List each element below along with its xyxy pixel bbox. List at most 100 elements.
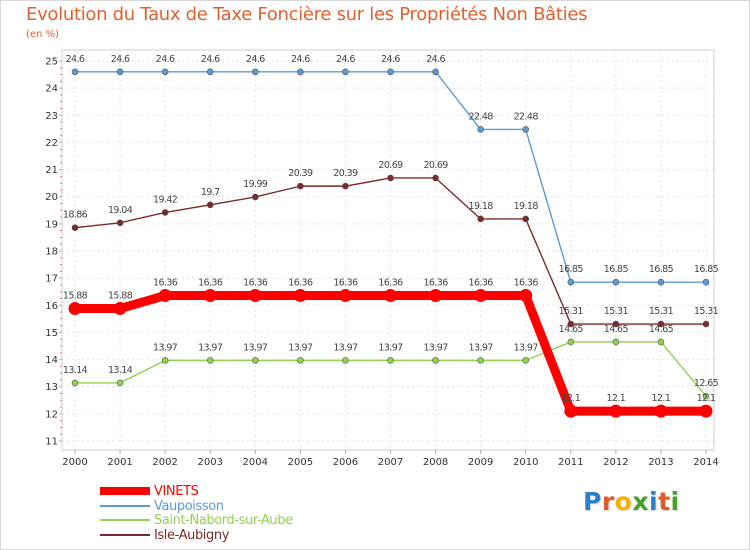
x-tick-label: 2005 — [288, 457, 313, 468]
data-label-saint-nabord-sur-aube: 13.97 — [514, 342, 539, 353]
data-point-saint-nabord-sur-aube — [432, 357, 439, 364]
data-label-isle-aubigny: 19.04 — [108, 205, 133, 216]
x-tick-label: 2009 — [468, 457, 493, 468]
data-point-saint-nabord-sur-aube — [702, 392, 710, 400]
data-point-vaupoisson — [161, 68, 169, 76]
legend-label: Isle-Aubigny — [154, 527, 230, 543]
y-tick-label: 22 — [45, 138, 58, 149]
data-label-isle-aubigny: 15.31 — [604, 306, 629, 317]
chart-title: Evolution du Taux de Taxe Foncière sur l… — [26, 4, 588, 25]
data-point-saint-nabord-sur-aube — [522, 357, 530, 364]
data-point-vinets — [384, 289, 397, 303]
data-label-isle-aubigny: 19.18 — [469, 201, 494, 212]
data-label-isle-aubigny: 19.99 — [243, 179, 268, 190]
data-label-saint-nabord-sur-aube: 14.65 — [559, 324, 584, 335]
data-label-vinets: 16.36 — [243, 278, 268, 289]
data-point-saint-nabord-sur-aube — [342, 357, 349, 364]
data-point-vinets — [474, 289, 488, 303]
data-point-vaupoisson — [432, 68, 439, 76]
data-point-vinets — [699, 404, 713, 418]
data-point-saint-nabord-sur-aube — [477, 357, 484, 364]
x-tick-label: 2000 — [62, 457, 87, 468]
data-label-vinets: 12.1 — [606, 393, 625, 404]
y-tick-label: 25 — [45, 57, 58, 68]
data-label-isle-aubigny: 15.31 — [559, 306, 584, 317]
data-label-vaupoisson: 24.6 — [381, 54, 400, 65]
data-label-saint-nabord-sur-aube: 14.65 — [649, 324, 674, 335]
data-label-saint-nabord-sur-aube: 13.97 — [423, 342, 448, 353]
brand-logo: Proxiti — [583, 487, 680, 516]
data-label-saint-nabord-sur-aube: 14.65 — [604, 324, 629, 335]
legend-swatch — [100, 533, 150, 536]
data-label-saint-nabord-sur-aube: 13.97 — [288, 342, 313, 353]
data-point-isle-aubigny — [206, 201, 214, 209]
data-label-vinets: 16.36 — [469, 278, 494, 289]
data-label-vaupoisson: 24.6 — [201, 54, 220, 65]
data-point-saint-nabord-sur-aube — [567, 338, 575, 346]
data-label-saint-nabord-sur-aube: 13.14 — [108, 365, 133, 376]
legend-label: Saint-Nabord-sur-Aube — [154, 513, 293, 528]
data-point-vinets — [68, 302, 82, 316]
data-point-isle-aubigny — [567, 320, 575, 328]
data-label-vinets: 16.36 — [423, 278, 448, 289]
y-tick-label: 18 — [45, 247, 58, 258]
data-point-vinets — [158, 289, 172, 303]
data-label-isle-aubigny: 20.39 — [333, 168, 358, 179]
legend-label: Vaupoisson — [154, 498, 224, 514]
x-tick-label: 2006 — [333, 457, 358, 468]
brand-letter: i — [670, 487, 680, 516]
data-point-isle-aubigny — [161, 209, 169, 216]
y-tick-label: 15 — [45, 328, 58, 339]
legend-swatch — [100, 504, 150, 507]
data-label-vaupoisson: 16.85 — [559, 264, 584, 275]
data-point-vaupoisson — [116, 68, 124, 76]
data-point-vinets — [429, 289, 443, 303]
data-label-vaupoisson: 24.6 — [336, 54, 355, 65]
y-tick-label: 11 — [45, 437, 58, 448]
data-point-vinets — [113, 302, 127, 316]
data-point-vaupoisson — [342, 68, 349, 76]
data-point-isle-aubigny — [612, 320, 620, 328]
data-label-saint-nabord-sur-aube: 13.97 — [378, 342, 403, 353]
y-tick-label: 17 — [45, 274, 58, 285]
data-point-isle-aubigny — [522, 215, 530, 223]
data-label-vinets: 16.36 — [378, 278, 403, 289]
data-label-isle-aubigny: 19.42 — [153, 194, 178, 205]
brand-letter: x — [632, 487, 649, 516]
data-label-vinets: 15.88 — [108, 291, 133, 302]
y-unit-label: (en %) — [26, 29, 59, 40]
y-tick-label: 14 — [45, 355, 58, 366]
data-label-isle-aubigny: 19.18 — [514, 201, 539, 212]
data-label-isle-aubigny: 19.7 — [201, 187, 220, 198]
data-label-isle-aubigny: 15.31 — [694, 306, 719, 317]
y-tick-label: 19 — [45, 219, 58, 230]
data-point-vaupoisson — [251, 68, 259, 76]
data-label-saint-nabord-sur-aube: 13.97 — [153, 342, 178, 353]
legend-swatch — [100, 487, 150, 496]
data-label-vinets: 12.1 — [697, 393, 716, 404]
data-point-vaupoisson — [567, 278, 575, 286]
data-label-vinets: 16.36 — [333, 278, 358, 289]
data-label-vinets: 15.88 — [63, 291, 88, 302]
data-point-isle-aubigny — [342, 182, 349, 190]
data-label-vinets: 16.36 — [288, 278, 313, 289]
x-tick-label: 2002 — [152, 457, 177, 468]
data-point-vinets — [564, 404, 578, 418]
brand-letter: P — [583, 487, 602, 516]
data-label-vinets: 16.36 — [198, 278, 223, 289]
data-label-vaupoisson: 24.6 — [156, 54, 175, 65]
legend-swatch — [100, 519, 150, 522]
data-label-isle-aubigny: 18.86 — [63, 210, 88, 221]
data-label-saint-nabord-sur-aube: 13.97 — [198, 342, 223, 353]
x-tick-label: 2013 — [648, 457, 673, 468]
data-label-vaupoisson: 22.48 — [514, 111, 539, 122]
legend-label: VINETS — [154, 484, 199, 499]
data-label-isle-aubigny: 15.31 — [649, 306, 674, 317]
data-point-vinets — [654, 404, 668, 418]
brand-letter: t — [658, 487, 671, 516]
data-point-vinets — [203, 289, 217, 303]
x-tick-label: 2011 — [558, 457, 583, 468]
data-point-isle-aubigny — [657, 320, 665, 328]
data-label-saint-nabord-sur-aube: 13.97 — [333, 342, 358, 353]
data-point-saint-nabord-sur-aube — [657, 338, 665, 346]
